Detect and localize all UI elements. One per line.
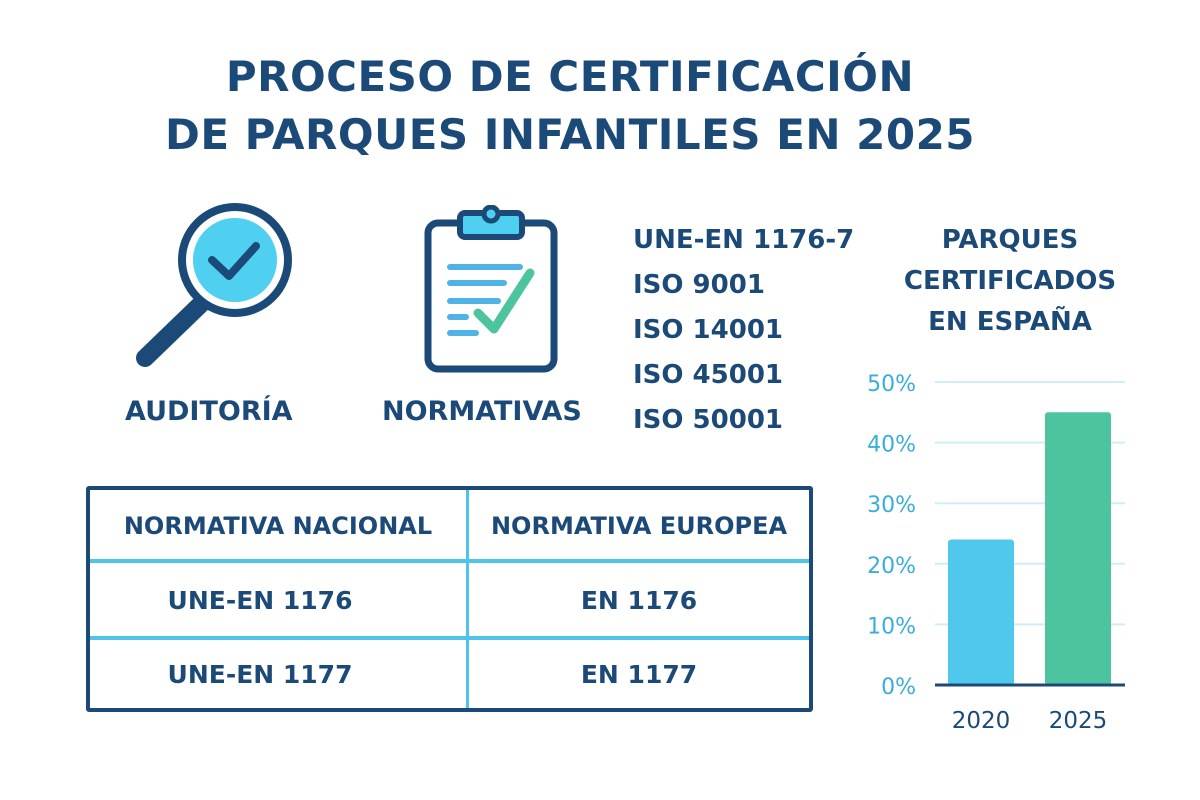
chart-bar <box>1045 412 1111 685</box>
table-cell: EN 1177 <box>580 660 698 689</box>
table-cell: UNE-EN 1176 <box>167 586 353 615</box>
chart-title-line: PARQUES <box>941 225 1079 255</box>
chart-y-tick-label: 20% <box>867 554 916 579</box>
standard-item: ISO 9001 <box>633 270 765 300</box>
table-cell: UNE-EN 1177 <box>167 660 353 689</box>
chart-y-tick-label: 50% <box>867 372 916 397</box>
chart-title: PARQUES CERTIFICADOS EN ESPAÑA <box>880 220 1140 343</box>
chart-title-line: CERTIFICADOS <box>903 266 1117 296</box>
normativa-table: NORMATIVA NACIONAL NORMATIVA EUROPEA UNE… <box>86 486 813 712</box>
magnifier-check-icon <box>130 200 300 370</box>
chart-y-tick-label: 0% <box>881 675 916 700</box>
title-line-1: PROCESO DE CERTIFICACIÓN <box>225 52 915 101</box>
chart-x-tick-label: 2025 <box>1049 708 1108 734</box>
chart-y-tick-label: 40% <box>867 433 916 458</box>
title-line-2: DE PARQUES INFANTILES EN 2025 <box>164 110 976 159</box>
table-column-divider <box>466 490 469 708</box>
chart-y-tick-label: 30% <box>867 493 916 518</box>
standard-item: ISO 14001 <box>633 315 784 345</box>
table-row-divider <box>90 636 809 640</box>
chart-y-tick-label: 10% <box>867 614 916 639</box>
table-header-europea: NORMATIVA EUROPEA <box>490 512 788 540</box>
clipboard-check-icon <box>420 204 565 375</box>
table-row-divider <box>90 559 809 563</box>
table-cell: EN 1176 <box>580 586 698 615</box>
standards-list: UNE-EN 1176-7 ISO 9001 ISO 14001 ISO 450… <box>633 218 854 443</box>
bar-chart-svg: 0% 10% 20% 30% 40% 50% 2020 2025 <box>867 372 1125 734</box>
chart-x-tick-label: 2020 <box>952 708 1011 734</box>
standard-item: ISO 45001 <box>633 360 784 390</box>
icon-label-normativas: NORMATIVAS <box>382 396 582 427</box>
standard-item: ISO 50001 <box>633 405 784 435</box>
table-header-nacional: NORMATIVA NACIONAL <box>123 512 433 540</box>
chart-title-line: EN ESPAÑA <box>928 307 1092 337</box>
chart-bar <box>948 539 1014 685</box>
icon-label-auditoria: AUDITORÍA <box>125 396 293 427</box>
bar-chart: 0% 10% 20% 30% 40% 50% 2020 2025 <box>840 355 1140 749</box>
standard-item: UNE-EN 1176-7 <box>633 225 855 255</box>
page-title: PROCESO DE CERTIFICACIÓN DE PARQUES INFA… <box>0 48 1140 164</box>
